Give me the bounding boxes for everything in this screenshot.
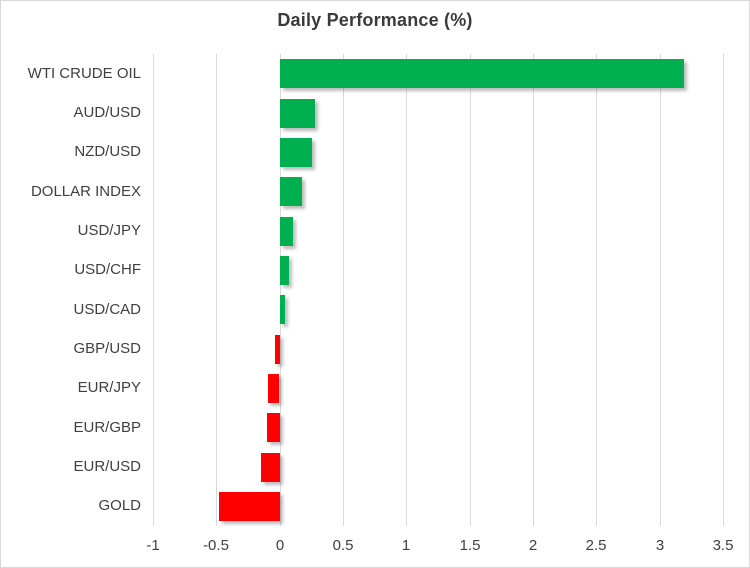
x-tick-label-0: 0 — [275, 537, 285, 554]
category-label-eur-usd: EUR/USD — [73, 458, 141, 475]
category-label-usd-chf: USD/CHF — [74, 261, 141, 278]
gridline-2 — [533, 54, 534, 526]
gridline-0.5 — [343, 54, 344, 526]
category-label-eur-jpy: EUR/JPY — [77, 379, 141, 396]
category-label-gbp-usd: GBP/USD — [73, 340, 141, 357]
x-tick-label-2: 2 — [528, 537, 538, 554]
bar-nzd-usd — [280, 138, 312, 167]
x-tick-label-1.5: 1.5 — [459, 537, 481, 554]
bar-wti-crude-oil — [280, 59, 684, 88]
category-label-nzd-usd: NZD/USD — [74, 143, 141, 160]
category-label-usd-cad: USD/CAD — [73, 301, 141, 318]
gridline--1 — [153, 54, 154, 526]
category-label-gold: GOLD — [98, 497, 141, 514]
x-tick-label-3.5: 3.5 — [712, 537, 734, 554]
category-label-usd-jpy: USD/JPY — [77, 222, 141, 239]
category-label-eur-gbp: EUR/GBP — [73, 419, 141, 436]
bar-usd-chf — [280, 256, 289, 285]
x-tick-label-1: 1 — [401, 537, 411, 554]
bar-eur-gbp — [267, 413, 280, 442]
bar-eur-jpy — [268, 374, 279, 403]
category-label-aud-usd: AUD/USD — [73, 104, 141, 121]
category-label-wti-crude-oil: WTI CRUDE OIL — [27, 65, 141, 82]
bar-usd-jpy — [280, 217, 293, 246]
x-tick-label-3: 3 — [655, 537, 665, 554]
gridline-3 — [660, 54, 661, 526]
x-tick-label-2.5: 2.5 — [585, 537, 607, 554]
gridline-2.5 — [596, 54, 597, 526]
x-tick-label-0.5: 0.5 — [332, 537, 354, 554]
bar-eur-usd — [261, 453, 280, 482]
x-tick-label--0.5: -0.5 — [203, 537, 229, 554]
bar-gold — [219, 492, 280, 521]
gridline-3.5 — [723, 54, 724, 526]
category-label-dollar-index: DOLLAR INDEX — [30, 183, 141, 200]
gridline-1.5 — [470, 54, 471, 526]
x-tick-label--1: -1 — [146, 537, 160, 554]
chart-title: Daily Performance (%) — [277, 10, 473, 30]
bar-gbp-usd — [275, 335, 280, 364]
gridline--0.5 — [216, 54, 217, 526]
gridline-0 — [280, 54, 281, 526]
bar-usd-cad — [280, 295, 285, 324]
gridline-1 — [406, 54, 407, 526]
bar-dollar-index — [280, 177, 302, 206]
bar-aud-usd — [280, 99, 315, 128]
